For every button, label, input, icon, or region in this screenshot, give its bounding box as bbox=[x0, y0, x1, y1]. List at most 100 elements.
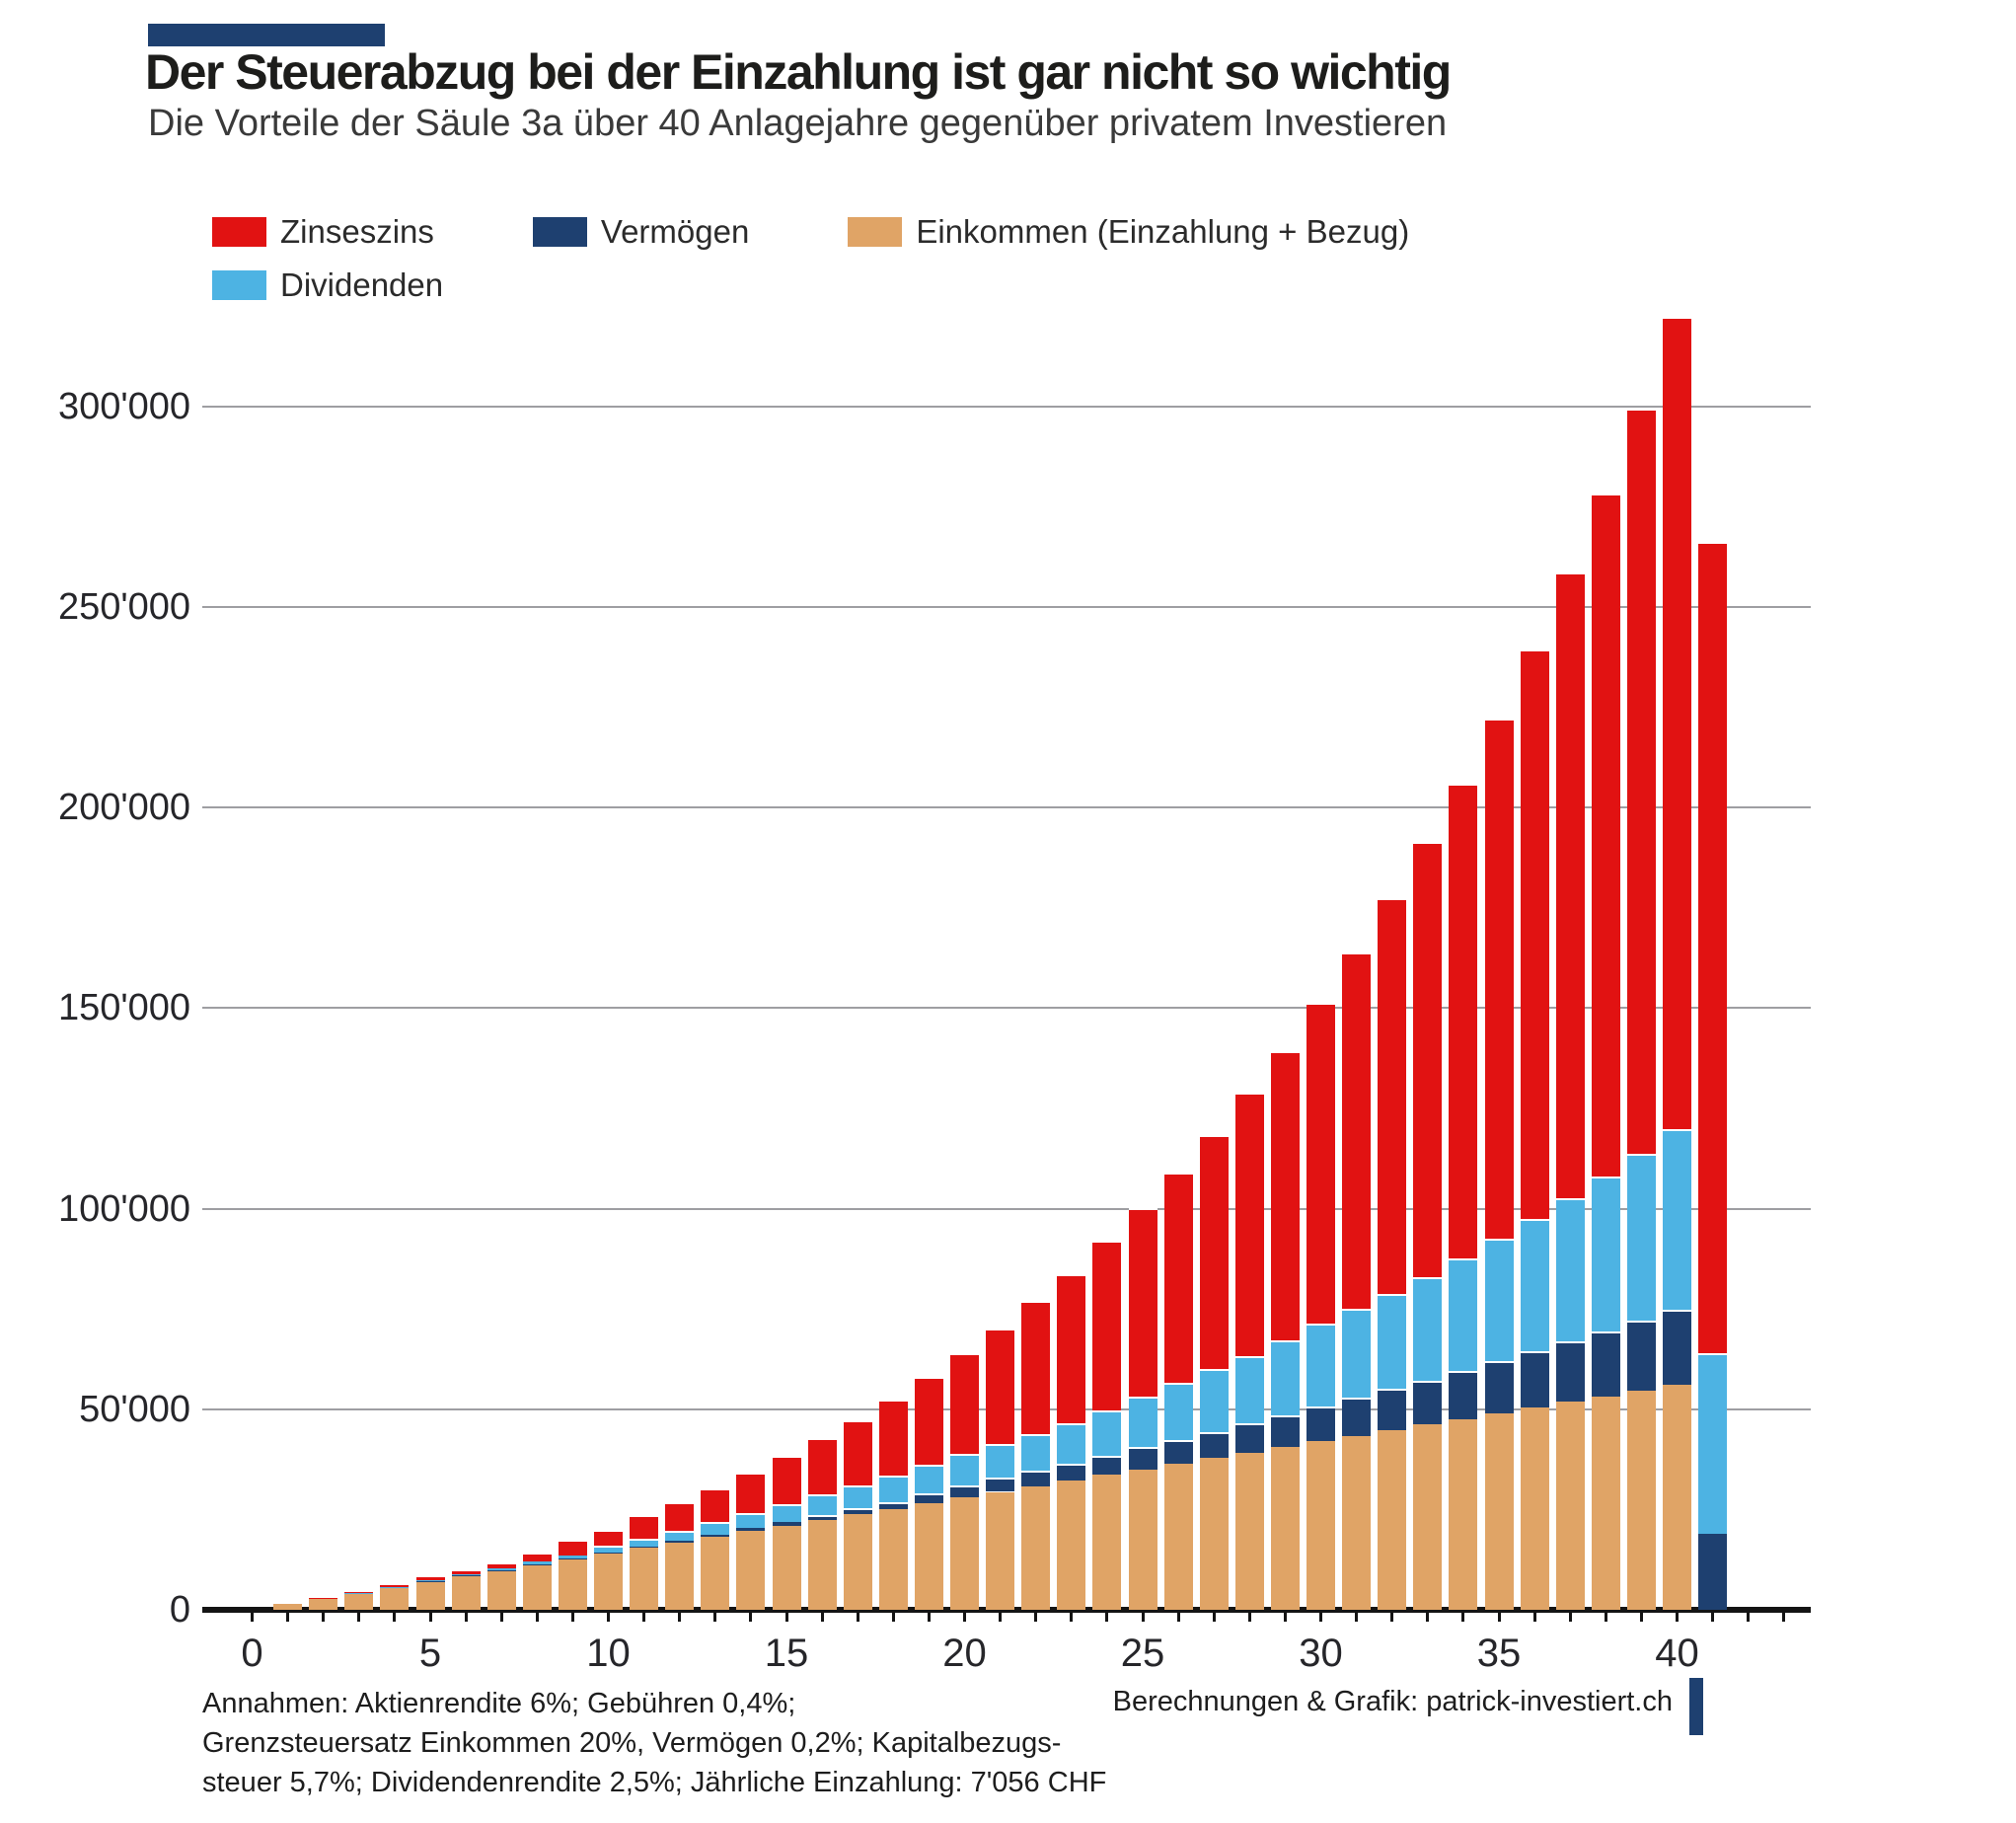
x-tick-label: 40 bbox=[1655, 1632, 1699, 1675]
x-tick-mark bbox=[927, 1613, 931, 1622]
legend-swatch-einkommen bbox=[848, 217, 903, 247]
x-tick-mark bbox=[1426, 1613, 1430, 1622]
x-tick-mark bbox=[251, 1613, 254, 1622]
bar-segment-zinseszins bbox=[701, 1487, 730, 1522]
bar-segment-zinseszins bbox=[594, 1529, 623, 1547]
bar-segment-dividenden bbox=[1307, 1324, 1335, 1406]
bar-segment-dividenden bbox=[1234, 1355, 1264, 1424]
bar-segment-vermoegen bbox=[1484, 1361, 1514, 1413]
bar-segment-zinseszins bbox=[1128, 1208, 1157, 1397]
gridline bbox=[202, 605, 1811, 608]
x-tick-mark bbox=[891, 1613, 895, 1622]
bar-segment-vermoegen bbox=[701, 1534, 730, 1538]
bar-segment-dividenden bbox=[1626, 1154, 1656, 1321]
bar-segment-zinseszins bbox=[1270, 1050, 1300, 1340]
bar-segment-dividenden bbox=[1270, 1339, 1300, 1415]
bar-segment-einkommen bbox=[522, 1564, 552, 1610]
bar-segment-vermoegen bbox=[878, 1501, 908, 1509]
bar-segment-vermoegen bbox=[1520, 1351, 1549, 1408]
bar-segment-dividenden bbox=[665, 1530, 695, 1542]
assumptions-line-3: steuer 5,7%; Dividendenrendite 2,5%; Jäh… bbox=[202, 1767, 1107, 1798]
y-tick-label: 100'000 bbox=[57, 1187, 190, 1230]
bar-segment-zinseszins bbox=[736, 1473, 766, 1514]
x-tick-mark bbox=[1747, 1613, 1751, 1622]
bar-segment-zinseszins bbox=[986, 1329, 1015, 1445]
bar-segment-einkommen bbox=[701, 1537, 730, 1610]
assumptions-line-1: Annahmen: Aktienrendite 6%; Gebühren 0,4… bbox=[202, 1688, 796, 1719]
bar-segment-zinseszins bbox=[914, 1376, 943, 1465]
bar-segment-zinseszins bbox=[415, 1577, 445, 1581]
bar-segment-vermoegen bbox=[950, 1484, 979, 1498]
bar-segment-dividenden bbox=[451, 1574, 481, 1576]
bar-segment-dividenden bbox=[630, 1538, 659, 1548]
bar-segment-einkommen bbox=[665, 1542, 695, 1610]
bar-segment-zinseszins bbox=[1199, 1135, 1229, 1370]
bar-segment-vermoegen bbox=[558, 1557, 587, 1559]
bar-segment-einkommen bbox=[1591, 1396, 1620, 1610]
bar-segment-zinseszins bbox=[1555, 572, 1585, 1199]
legend-label-dividenden: Dividenden bbox=[280, 266, 444, 303]
bar-segment-dividenden bbox=[807, 1493, 837, 1515]
x-tick-mark bbox=[963, 1613, 966, 1622]
bar-segment-zinseszins bbox=[665, 1502, 695, 1531]
bar-segment-einkommen bbox=[843, 1514, 872, 1610]
x-tick-mark bbox=[499, 1613, 503, 1622]
bar-segment-zinseszins bbox=[1234, 1093, 1264, 1356]
x-tick-mark bbox=[678, 1613, 682, 1622]
x-tick-mark bbox=[1141, 1613, 1145, 1622]
bar-segment-einkommen bbox=[772, 1525, 801, 1610]
bar-segment-dividenden bbox=[594, 1546, 623, 1553]
y-tick-label: 200'000 bbox=[57, 787, 190, 829]
bar-segment-dividenden bbox=[1342, 1309, 1372, 1398]
bar-segment-vermoegen bbox=[630, 1547, 659, 1549]
x-tick-label: 20 bbox=[942, 1632, 987, 1675]
bar-segment-zinseszins bbox=[807, 1438, 837, 1494]
credit-note: Berechnungen & Grafik: patrick-investier… bbox=[1112, 1686, 1673, 1717]
bar-segment-zinseszins bbox=[1307, 1002, 1335, 1325]
bar-segment-dividenden bbox=[878, 1476, 908, 1502]
x-axis-line bbox=[202, 1607, 1811, 1613]
bar-segment-vermoegen bbox=[1234, 1423, 1264, 1453]
x-tick-mark bbox=[1604, 1613, 1607, 1622]
x-tick-label: 35 bbox=[1476, 1632, 1522, 1675]
x-tick-mark bbox=[1568, 1613, 1572, 1622]
bar-segment-vermoegen bbox=[1092, 1455, 1122, 1476]
bar-segment-dividenden bbox=[1698, 1352, 1728, 1534]
bar-segment-einkommen bbox=[1484, 1412, 1514, 1610]
gridline bbox=[202, 405, 1811, 408]
bar-segment-vermoegen bbox=[1555, 1341, 1585, 1403]
bar-segment-einkommen bbox=[309, 1598, 338, 1610]
x-tick-mark bbox=[1782, 1613, 1786, 1622]
x-tick-mark bbox=[607, 1613, 610, 1622]
gridline bbox=[202, 1207, 1811, 1210]
bar-segment-dividenden bbox=[772, 1504, 801, 1522]
bar-segment-einkommen bbox=[1021, 1485, 1051, 1610]
y-tick-label: 50'000 bbox=[79, 1388, 190, 1430]
x-tick-mark bbox=[570, 1613, 574, 1622]
bar-segment-dividenden bbox=[986, 1444, 1015, 1479]
y-tick-label: 0 bbox=[169, 1589, 190, 1631]
x-tick-mark bbox=[1105, 1613, 1109, 1622]
bar-segment-dividenden bbox=[701, 1521, 730, 1535]
bar-segment-einkommen bbox=[736, 1531, 766, 1610]
x-tick-mark bbox=[856, 1613, 859, 1622]
bar-segment-zinseszins bbox=[1378, 897, 1407, 1295]
bar-segment-einkommen bbox=[1663, 1385, 1691, 1610]
y-tick-label: 150'000 bbox=[57, 987, 190, 1029]
bar-segment-einkommen bbox=[1307, 1441, 1335, 1610]
bar-segment-zinseszins bbox=[1021, 1301, 1051, 1434]
bar-segment-zinseszins bbox=[522, 1552, 552, 1562]
bar-segment-vermoegen bbox=[1307, 1405, 1335, 1442]
x-tick-label: 0 bbox=[241, 1632, 263, 1675]
gridline bbox=[202, 806, 1811, 809]
bar-segment-zinseszins bbox=[1591, 493, 1620, 1177]
bar-segment-vermoegen bbox=[736, 1528, 766, 1532]
bar-segment-dividenden bbox=[1555, 1198, 1585, 1342]
bar-segment-einkommen bbox=[630, 1548, 659, 1610]
x-tick-mark bbox=[1461, 1613, 1465, 1622]
bar-segment-zinseszins bbox=[1057, 1274, 1086, 1423]
bar-segment-dividenden bbox=[1663, 1128, 1691, 1310]
bar-segment-vermoegen bbox=[1128, 1447, 1157, 1470]
bar-segment-einkommen bbox=[878, 1508, 908, 1610]
bar-segment-vermoegen bbox=[1270, 1414, 1300, 1447]
